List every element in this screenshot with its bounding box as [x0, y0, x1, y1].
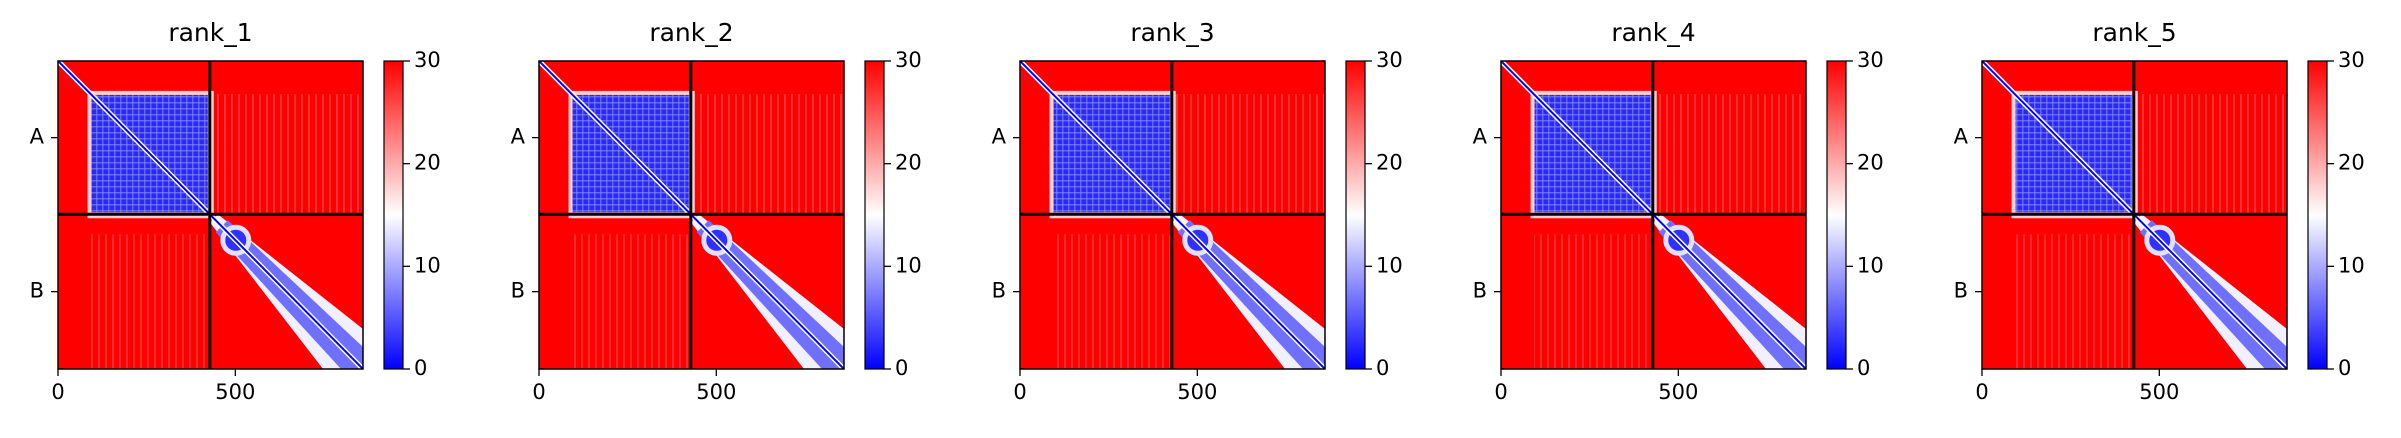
x-tick-label: 0 [1494, 380, 1507, 404]
x-tick-label: 500 [215, 380, 255, 404]
colorbar-tick-label: 30 [1376, 48, 1403, 72]
inter-chain-texture [572, 234, 691, 369]
inter-chain-texture [1171, 94, 1325, 215]
y-tick-label: B [1473, 279, 1487, 303]
heatmap [1500, 60, 1807, 370]
axes-frame [1019, 60, 1326, 370]
inter-chain-texture [1652, 94, 1806, 215]
axes-frame [538, 60, 845, 370]
panel-title: rank_1 [168, 18, 252, 47]
y-tick-label: B [511, 279, 525, 303]
colorbar-tick-label: 0 [414, 356, 427, 380]
x-tick-label: 500 [1658, 380, 1698, 404]
colorbar-tick-label: 20 [414, 151, 441, 175]
y-tick-label: A [992, 125, 1007, 149]
x-tick-label: 500 [696, 380, 736, 404]
colorbar [1345, 60, 1366, 370]
colorbar-tick-label: 0 [2338, 356, 2351, 380]
colorbar-tick-label: 0 [895, 356, 908, 380]
x-tick-label: 0 [1013, 380, 1026, 404]
panel-title: rank_4 [1611, 18, 1695, 47]
colorbar [1826, 60, 1847, 370]
axes-frame [1981, 60, 2288, 370]
y-tick-label: A [1954, 125, 1969, 149]
colorbar-tick-label: 20 [2338, 151, 2365, 175]
panel-title: rank_5 [2092, 18, 2176, 47]
y-tick-label: B [30, 279, 44, 303]
inter-chain-texture [1053, 234, 1172, 369]
colorbar-tick-label: 10 [1376, 253, 1403, 277]
y-tick-label: B [1954, 279, 1968, 303]
heatmap [1019, 60, 1326, 370]
colorbar-tick-label: 0 [1376, 356, 1389, 380]
heatmap [57, 60, 364, 370]
x-tick-label: 0 [51, 380, 64, 404]
colorbar-tick-label: 30 [2338, 48, 2365, 72]
y-tick-label: A [1473, 125, 1488, 149]
colorbar-tick-label: 10 [2338, 253, 2365, 277]
colorbar-tick-label: 20 [1376, 151, 1403, 175]
heatmap [538, 60, 845, 370]
y-tick-label: A [511, 125, 526, 149]
y-tick-label: A [30, 125, 45, 149]
panel-title: rank_3 [1130, 18, 1214, 47]
x-tick-label: 0 [1975, 380, 1988, 404]
inter-chain-texture [209, 94, 363, 215]
inter-chain-texture [2133, 94, 2287, 215]
colorbar-tick-label: 20 [1857, 151, 1884, 175]
colorbar [2307, 60, 2328, 370]
inter-chain-texture [690, 94, 844, 215]
inter-chain-texture [2015, 234, 2134, 369]
colorbar [864, 60, 885, 370]
axes-frame [1500, 60, 1807, 370]
inter-chain-texture [91, 234, 210, 369]
colorbar-tick-label: 0 [1857, 356, 1870, 380]
x-tick-label: 500 [2139, 380, 2179, 404]
colorbar-tick-label: 10 [895, 253, 922, 277]
axes-frame [57, 60, 364, 370]
colorbar-tick-label: 30 [1857, 48, 1884, 72]
colorbar-tick-label: 30 [895, 48, 922, 72]
colorbar-tick-label: 10 [414, 253, 441, 277]
colorbar-tick-label: 30 [414, 48, 441, 72]
colorbar-tick-label: 10 [1857, 253, 1884, 277]
y-tick-label: B [992, 279, 1006, 303]
colorbar-tick-label: 20 [895, 151, 922, 175]
x-tick-label: 0 [532, 380, 545, 404]
x-tick-label: 500 [1177, 380, 1217, 404]
heatmap [1981, 60, 2288, 370]
colorbar [383, 60, 404, 370]
panel-title: rank_2 [649, 18, 733, 47]
inter-chain-texture [1534, 234, 1653, 369]
